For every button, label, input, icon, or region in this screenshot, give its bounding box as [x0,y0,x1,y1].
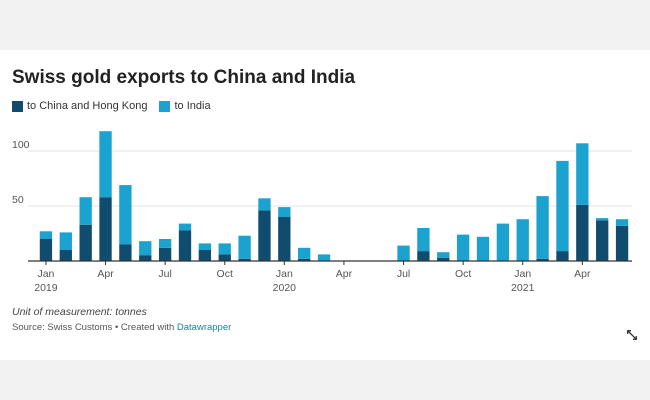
x-tick-label-9: Apr [574,268,591,280]
bar-china-19 [417,251,430,261]
x-tick-label-1: Apr [97,268,114,280]
bar-india-1 [59,232,72,250]
datawrapper-link[interactable]: Datawrapper [176,322,232,333]
bar-india-19 [417,228,430,252]
x-tick-label-7: Oct [455,268,471,280]
legend-item-china: to China and Hong Kong [12,100,147,112]
expand-arrows-icon[interactable] [626,329,638,341]
x-tick-year-0: 2019 [34,282,58,294]
bar-india-6 [158,239,172,248]
bar-india-22 [476,236,490,261]
x-tick-label-3: Oct [217,268,233,280]
bar-china-13 [298,258,311,261]
bar-india-4 [119,185,132,245]
bar-china-7 [178,230,192,261]
chart-title: Swiss gold exports to China and India [12,67,356,88]
x-tick-label-0: Jan [37,268,54,280]
bar-india-0 [39,231,53,239]
bar-china-20 [437,257,450,261]
x-tick-year-8: 2021 [511,282,535,294]
x-tick-label-4: Jan [276,268,293,280]
bar-india-8 [198,243,212,250]
bar-india-13 [298,247,311,259]
legend-swatch-india [159,100,171,112]
bar-china-9 [218,254,231,261]
bar-india-14 [317,254,331,261]
bar-china-5 [139,255,152,261]
legend: to China and Hong Kong to India [12,99,223,113]
bar-india-5 [139,241,152,256]
bar-china-10 [238,258,251,261]
bar-india-24 [516,219,529,261]
bar-india-7 [178,223,192,231]
legend-label-china: to China and Hong Kong [27,100,148,112]
source-line: Source: Swiss Customs • Created with Dat… [12,322,231,333]
bar-india-11 [258,198,271,211]
bar-china-29 [615,225,629,261]
bar-india-18 [397,245,410,261]
bar-china-6 [158,247,172,261]
unit-note: Unit of measurement: tonnes [12,306,147,318]
bar-india-9 [218,243,231,255]
x-tick-label-2: Jul [158,268,171,280]
bar-india-25 [536,196,549,259]
x-tick-label-6: Jul [397,268,410,280]
x-tick-year-4: 2020 [273,282,297,294]
bar-india-2 [79,197,92,225]
bar-china-11 [258,210,271,261]
bar-chart: 50 100 Jan 2019 Apr Jul Oct Jan 2020 Apr Jul Oct Jan… [12,131,632,294]
bar-india-28 [596,218,609,221]
bar-china-2 [79,224,92,261]
legend-item-india: to India [159,100,211,112]
source-text: Source: Swiss Customs • Created with [12,322,177,333]
bar-india-3 [99,131,112,198]
bar-china-4 [119,244,132,261]
y-tick-label-50: 50 [12,194,24,206]
bar-china-0 [39,239,53,261]
legend-label-india: to India [174,100,211,112]
x-tick-label-8: Jan [514,268,531,280]
bar-india-12 [278,207,291,217]
bar-china-8 [198,250,212,261]
bar-india-23 [496,223,510,261]
bar-india-29 [615,219,629,226]
bar-china-28 [596,220,609,261]
bar-china-1 [59,250,72,261]
bar-china-3 [99,197,112,261]
legend-swatch-china [12,100,23,112]
bar-china-26 [556,251,569,261]
x-tick-label-5: Apr [336,268,353,280]
bar-india-27 [576,143,589,205]
bar-china-25 [536,258,549,261]
bar-china-27 [576,204,589,261]
bar-india-20 [437,252,450,258]
bar-india-26 [556,160,569,252]
bar-india-21 [456,234,470,261]
bar-india-10 [238,235,251,259]
y-tick-label-100: 100 [12,139,30,151]
bar-china-12 [278,217,291,261]
